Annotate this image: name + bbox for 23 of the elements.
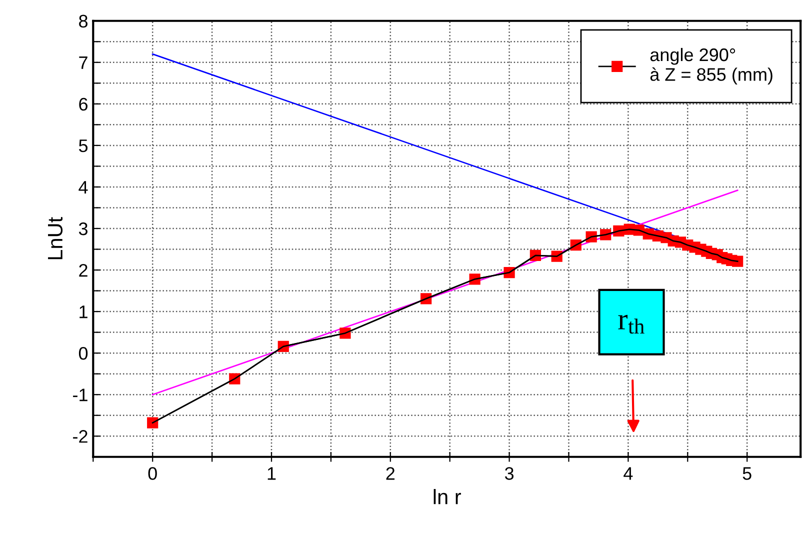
y-tick-label: 3	[78, 222, 88, 236]
y-axis-title: LnUt	[48, 217, 63, 260]
x-tick-label: 0	[148, 467, 157, 480]
x-tick-label: 4	[624, 467, 633, 480]
annotation: r$_{th}$	[618, 314, 644, 334]
point	[147, 417, 158, 428]
x-tick-label: 2	[386, 467, 395, 480]
y-tick-label: 0	[78, 347, 88, 360]
x-tick-label: 1	[268, 467, 276, 480]
y-tick-label: 5	[78, 140, 88, 152]
y-tick-label: 4	[78, 181, 88, 194]
y-tick-label: -2	[73, 430, 88, 443]
legend-label: angle 290° à Z = 855 (mm)	[650, 48, 772, 84]
y-tick-label: 7	[79, 56, 88, 69]
x-axis-title: ln r	[434, 489, 461, 504]
x-tick-label: 5	[742, 467, 752, 480]
x-tick-label: 3	[504, 467, 514, 480]
y-tick-label: 1	[80, 306, 88, 318]
y-tick-label: 8	[79, 14, 88, 28]
point	[732, 256, 744, 267]
y-tick-label: 6	[79, 98, 88, 111]
y-tick-label: -1	[73, 388, 88, 402]
y-tick-label: 2	[79, 264, 88, 277]
